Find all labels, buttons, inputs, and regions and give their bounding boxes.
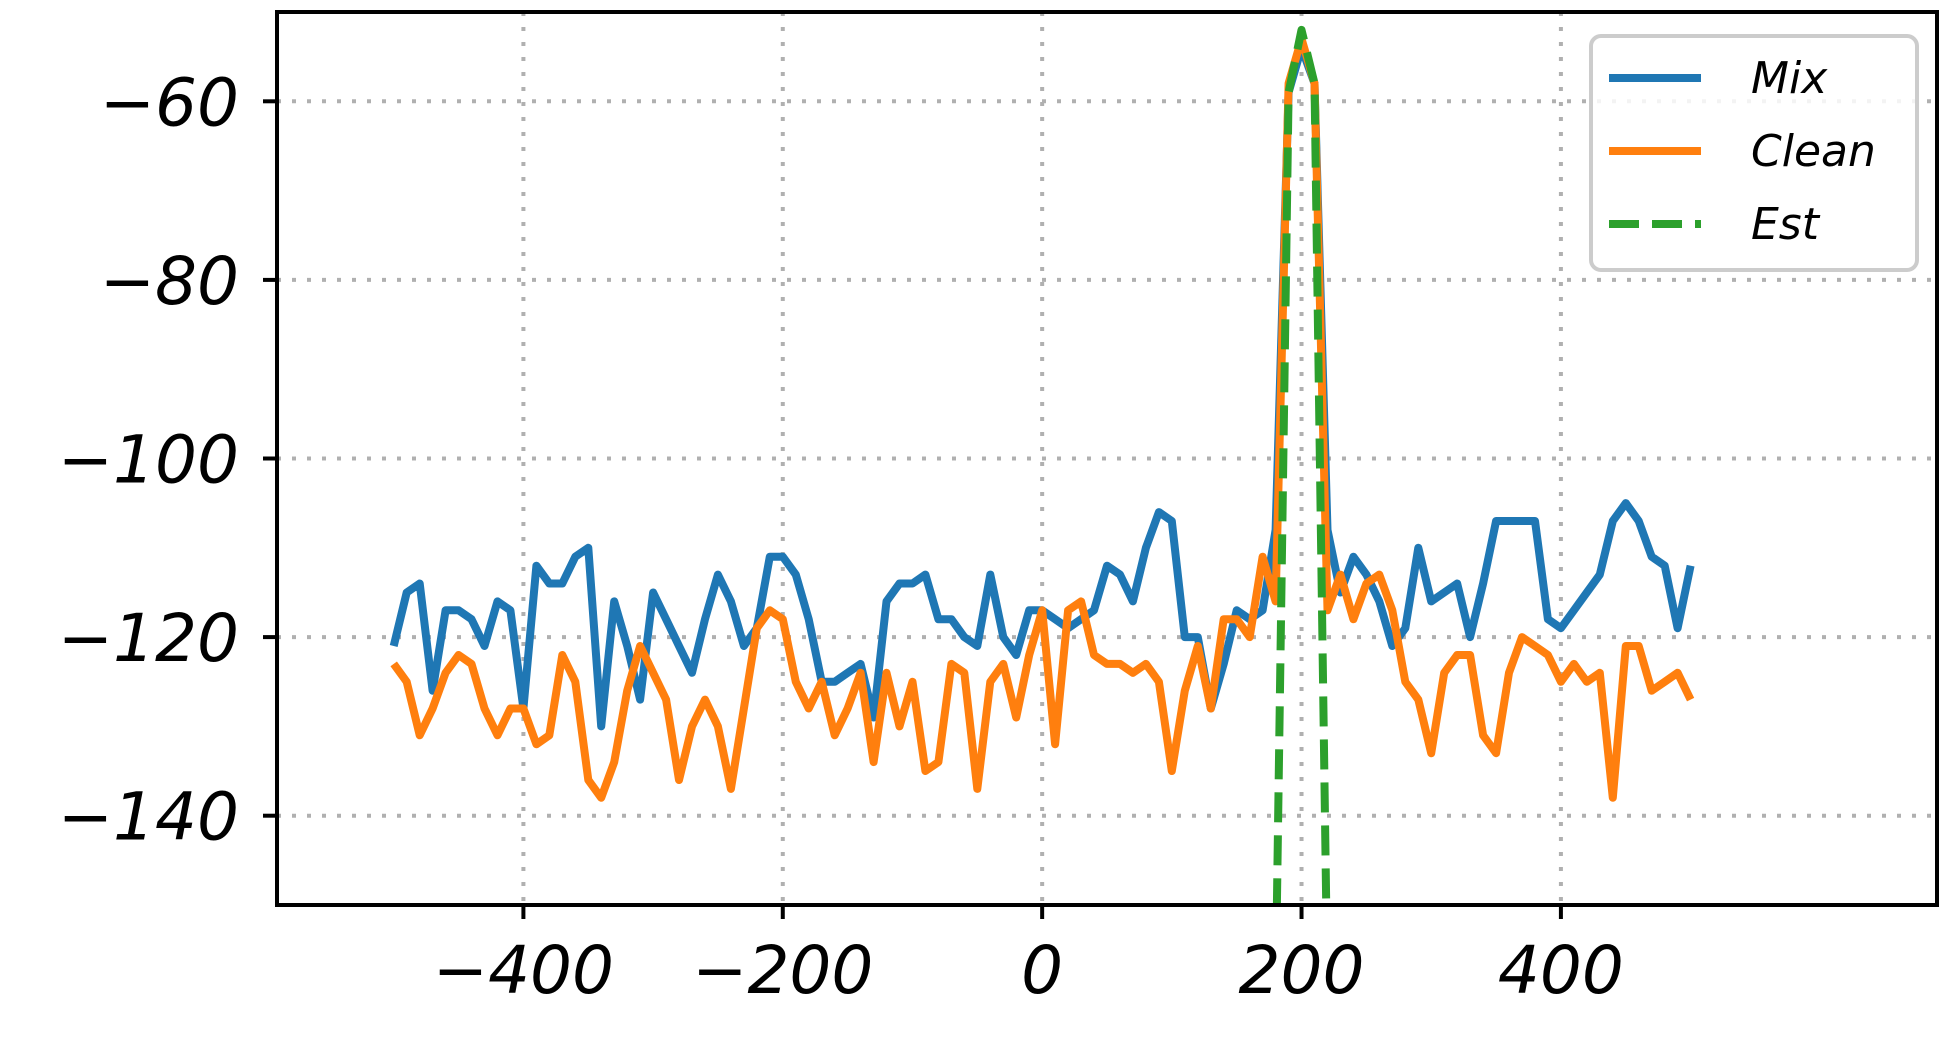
y-tick-label: −80: [100, 243, 239, 320]
y-tick-label: −140: [58, 779, 239, 856]
x-tick-label: 0: [1021, 932, 1063, 1009]
legend-label-clean: Clean: [1751, 126, 1876, 177]
y-tick-label: −120: [58, 600, 239, 677]
x-tick-label: −200: [692, 932, 873, 1009]
y-tick-label: −60: [100, 64, 239, 141]
x-tick-label: 200: [1239, 932, 1365, 1009]
x-tick-label: 400: [1498, 932, 1624, 1009]
legend: Mix Clean Est: [1589, 34, 1919, 272]
legend-label-mix: Mix: [1751, 53, 1828, 104]
axes: −400 −200 0 200 400 −140 −120 −100 −80 −60: [58, 64, 1624, 1009]
series-line-clean: [390, 34, 1695, 802]
x-tick-label: −400: [433, 932, 614, 1009]
plot-area: [389, 25, 1695, 905]
legend-box: [1589, 34, 1919, 272]
y-tick-label: −100: [58, 422, 239, 499]
series-line-est: [1272, 25, 1331, 905]
legend-label-est: Est: [1751, 199, 1821, 250]
